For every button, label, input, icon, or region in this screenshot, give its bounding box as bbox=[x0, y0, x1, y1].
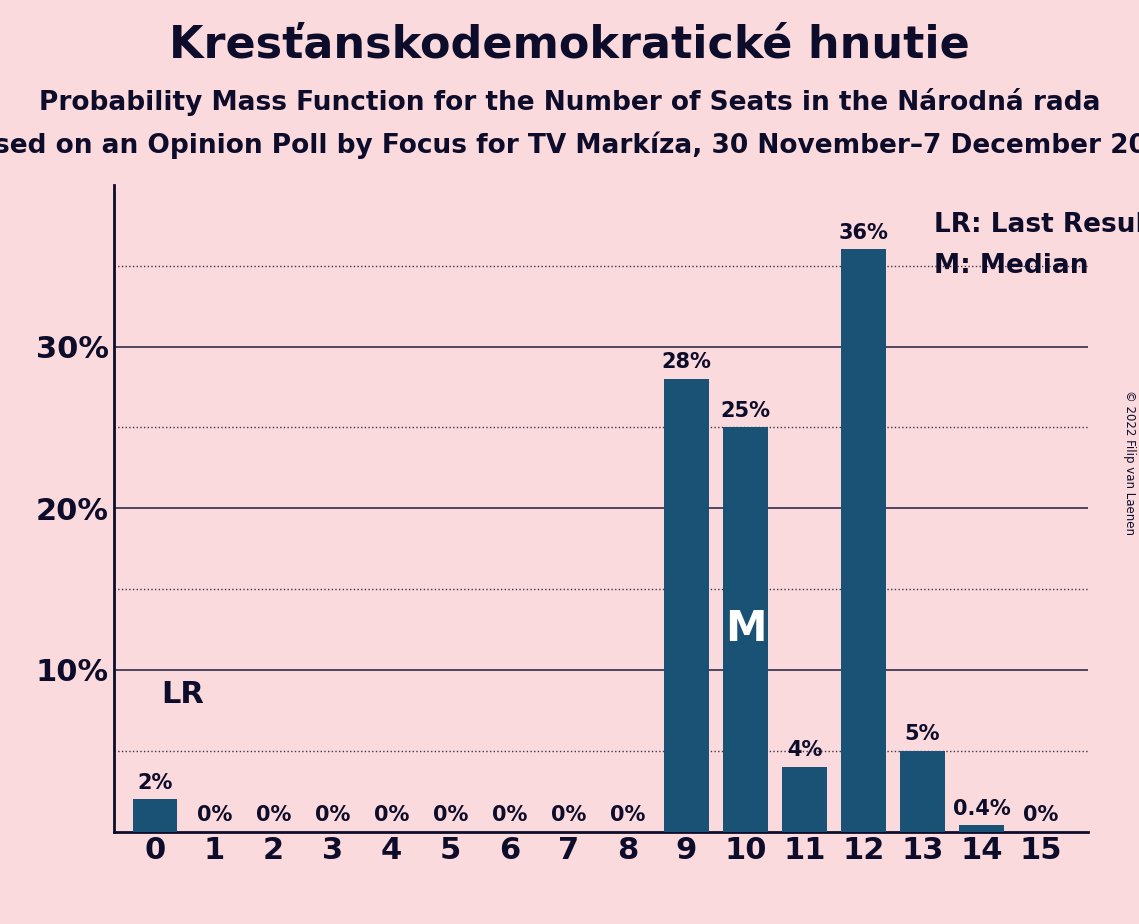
Bar bbox=[723, 427, 768, 832]
Text: 4%: 4% bbox=[787, 740, 822, 760]
Bar bbox=[782, 767, 827, 832]
Text: 0%: 0% bbox=[314, 805, 350, 825]
Text: 5%: 5% bbox=[904, 724, 940, 745]
Text: 0.4%: 0.4% bbox=[952, 798, 1010, 819]
Text: 0%: 0% bbox=[197, 805, 232, 825]
Text: 0%: 0% bbox=[1023, 805, 1058, 825]
Bar bbox=[900, 750, 944, 832]
Text: M: Median: M: Median bbox=[934, 252, 1089, 279]
Bar bbox=[842, 249, 886, 832]
Text: M: M bbox=[724, 609, 767, 650]
Bar bbox=[664, 379, 708, 832]
Text: 28%: 28% bbox=[662, 352, 712, 372]
Text: 36%: 36% bbox=[838, 223, 888, 243]
Text: 2%: 2% bbox=[138, 772, 173, 793]
Bar bbox=[133, 799, 178, 832]
Text: 0%: 0% bbox=[609, 805, 645, 825]
Text: LR: Last Result: LR: Last Result bbox=[934, 213, 1139, 238]
Text: Based on an Opinion Poll by Focus for TV Markíza, 30 November–7 December 2022: Based on an Opinion Poll by Focus for TV… bbox=[0, 131, 1139, 159]
Text: LR: LR bbox=[161, 680, 204, 709]
Text: © 2022 Filip van Laenen: © 2022 Filip van Laenen bbox=[1123, 390, 1137, 534]
Text: 0%: 0% bbox=[492, 805, 527, 825]
Text: 25%: 25% bbox=[721, 401, 770, 421]
Text: 0%: 0% bbox=[374, 805, 409, 825]
Text: 0%: 0% bbox=[255, 805, 290, 825]
Bar bbox=[959, 825, 1003, 832]
Text: Kresťanskodemokratické hnutie: Kresťanskodemokratické hnutie bbox=[169, 23, 970, 67]
Text: 0%: 0% bbox=[550, 805, 587, 825]
Text: 0%: 0% bbox=[433, 805, 468, 825]
Text: Probability Mass Function for the Number of Seats in the Národná rada: Probability Mass Function for the Number… bbox=[39, 88, 1100, 116]
